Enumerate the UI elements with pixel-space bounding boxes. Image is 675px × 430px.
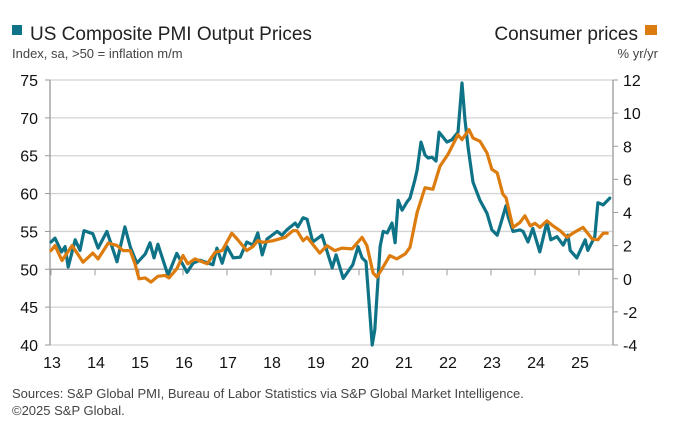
left-axis-tick-label: 50 xyxy=(20,262,38,279)
subtitle-left: Index, sa, >50 = inflation m/m xyxy=(12,46,183,61)
right-axis-tick-label: -2 xyxy=(623,305,637,322)
legend-swatch-pmi xyxy=(12,25,22,35)
x-axis-tick-label: 14 xyxy=(87,355,105,372)
gridlines xyxy=(50,79,613,346)
x-axis-tick-label: 23 xyxy=(483,355,501,372)
x-axis-tick-label: 19 xyxy=(307,355,325,372)
x-axis-tick-label: 25 xyxy=(571,355,589,372)
x-axis-tick-label: 13 xyxy=(43,355,61,372)
right-axis-tick-label: 6 xyxy=(623,172,632,189)
x-axis-tick-label: 16 xyxy=(175,355,193,372)
x-axis-tick-label: 21 xyxy=(395,355,413,372)
legend-swatch-cpi xyxy=(645,25,657,35)
x-axis-tick-label: 22 xyxy=(439,355,457,372)
x-axis-tick-label: 18 xyxy=(263,355,281,372)
title-left: US Composite PMI Output Prices xyxy=(30,24,312,45)
subtitle-right: % yr/yr xyxy=(618,46,659,61)
left-axis-tick-label: 45 xyxy=(20,300,38,317)
right-axis-tick-label: 4 xyxy=(623,206,632,223)
left-axis-tick-label: 40 xyxy=(20,338,38,355)
title-right: Consumer prices xyxy=(494,24,638,45)
x-axis-tick-label: 20 xyxy=(351,355,369,372)
left-axis-tick-label: 75 xyxy=(20,73,38,90)
right-axis-tick-label: 8 xyxy=(623,139,632,156)
left-axis-tick-label: 70 xyxy=(20,111,38,128)
footer-copyright: ©2025 S&P Global. xyxy=(12,403,125,418)
right-axis-tick-label: 0 xyxy=(623,272,632,289)
left-axis-tick-label: 60 xyxy=(20,187,38,204)
right-axis-tick-label: -4 xyxy=(623,338,637,355)
x-axis-tick-label: 24 xyxy=(527,355,545,372)
left-axis-tick-label: 65 xyxy=(20,149,38,166)
x-axis-tick-label: 17 xyxy=(219,355,237,372)
pmi-output-prices-line xyxy=(49,81,612,347)
right-axis-tick-label: 12 xyxy=(623,73,641,90)
left-axis-tick-label: 55 xyxy=(20,224,38,241)
series-lines xyxy=(49,81,612,347)
x-axis-tick-label: 15 xyxy=(131,355,149,372)
footer-sources: Sources: S&P Global PMI, Bureau of Labor… xyxy=(12,386,524,401)
consumer-prices-line xyxy=(49,128,609,284)
right-axis-tick-label: 2 xyxy=(623,239,632,256)
right-axis-tick-label: 10 xyxy=(623,106,641,123)
